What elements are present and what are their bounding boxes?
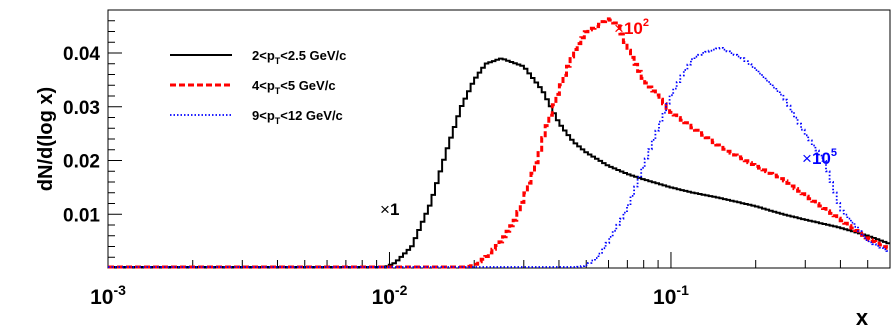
legend: 2<pT<2.5 GeV/c4<pT<5 GeV/c9<pT<12 GeV/c (170, 48, 346, 126)
x-tick-label: 10-3 (90, 282, 126, 309)
y-tick-label: 0.01 (63, 205, 100, 226)
x-tick-label: 10-2 (372, 282, 408, 309)
x-tick-base: 10 (372, 286, 395, 309)
scale-base: 10 (624, 19, 643, 38)
series-line-3 (108, 47, 890, 268)
x-tick-base: 10 (653, 286, 676, 309)
legend-label-1: 2<pT<2.5 GeV/c (252, 48, 346, 66)
legend-label-2: 4<pT<5 GeV/c (252, 78, 336, 96)
legend-text-pre: 4<p (252, 78, 275, 93)
scale-exponent: 2 (643, 17, 649, 29)
x-axis-title: x (856, 305, 869, 330)
scale-base: 10 (812, 149, 831, 168)
series-layer (108, 17, 890, 269)
scale-times: × (614, 19, 624, 38)
x-tick-exponent: -3 (113, 282, 126, 298)
legend-label-3: 9<pT<12 GeV/c (252, 108, 343, 126)
legend-text-post: <12 GeV/c (280, 108, 343, 123)
scale-annotation-2: ×102 (614, 17, 649, 38)
y-tick-label: 0.03 (63, 98, 100, 119)
series-line-1 (108, 57, 890, 268)
annotations: ×1×102×105 (380, 17, 837, 219)
legend-text-sub: T (275, 116, 281, 126)
legend-text-pre: 2<p (252, 48, 275, 63)
x-tick-exponent: -2 (395, 282, 408, 298)
y-axis-title: dN/d(log x) (35, 87, 57, 191)
legend-text-post: <5 GeV/c (280, 78, 335, 93)
x-tick-base: 10 (90, 286, 113, 309)
x-tick-label: 10-1 (653, 282, 689, 309)
legend-text-post: <2.5 GeV/c (280, 48, 346, 63)
legend-text-sub: T (275, 86, 281, 96)
scale-annotation-3: ×105 (802, 147, 837, 168)
scale-times: × (380, 200, 390, 219)
y-tick-label: 0.02 (63, 152, 100, 173)
scale-base: 1 (390, 200, 399, 219)
scale-exponent: 5 (831, 147, 837, 159)
scale-annotation-1: ×1 (380, 200, 399, 219)
scale-times: × (802, 149, 812, 168)
legend-text-sub: T (275, 56, 281, 66)
plot-frame (107, 9, 891, 269)
y-tick-label: 0.04 (63, 44, 100, 65)
x-tick-exponent: -1 (676, 282, 689, 298)
legend-text-pre: 9<p (252, 108, 275, 123)
series-line-2 (108, 17, 890, 269)
